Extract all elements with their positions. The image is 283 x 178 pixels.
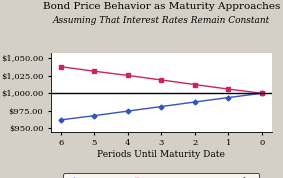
- Premium: [260, 92, 263, 94]
- Line: Premium: Premium: [59, 65, 263, 95]
- Premium: [93, 70, 96, 72]
- Discount: [260, 92, 263, 94]
- Face Value: [260, 92, 263, 94]
- Premium: [226, 88, 230, 90]
- Text: Bond Price Behavior as Maturity Approaches: Bond Price Behavior as Maturity Approach…: [43, 2, 280, 11]
- X-axis label: Periods Until Maturity Date: Periods Until Maturity Date: [97, 150, 225, 159]
- Discount: [226, 96, 230, 99]
- Premium: [193, 83, 196, 86]
- Discount: [126, 110, 130, 112]
- Discount: [193, 101, 196, 103]
- Premium: [126, 74, 130, 77]
- Text: Assuming That Interest Rates Remain Constant: Assuming That Interest Rates Remain Cons…: [53, 16, 270, 25]
- Face Value: [226, 92, 230, 94]
- Line: Discount: Discount: [59, 91, 263, 122]
- Premium: [160, 79, 163, 81]
- Discount: [59, 119, 63, 121]
- Legend: Discount, Premium, Face Value: Discount, Premium, Face Value: [63, 174, 259, 178]
- Discount: [93, 115, 96, 117]
- Premium: [59, 66, 63, 68]
- Discount: [160, 106, 163, 108]
